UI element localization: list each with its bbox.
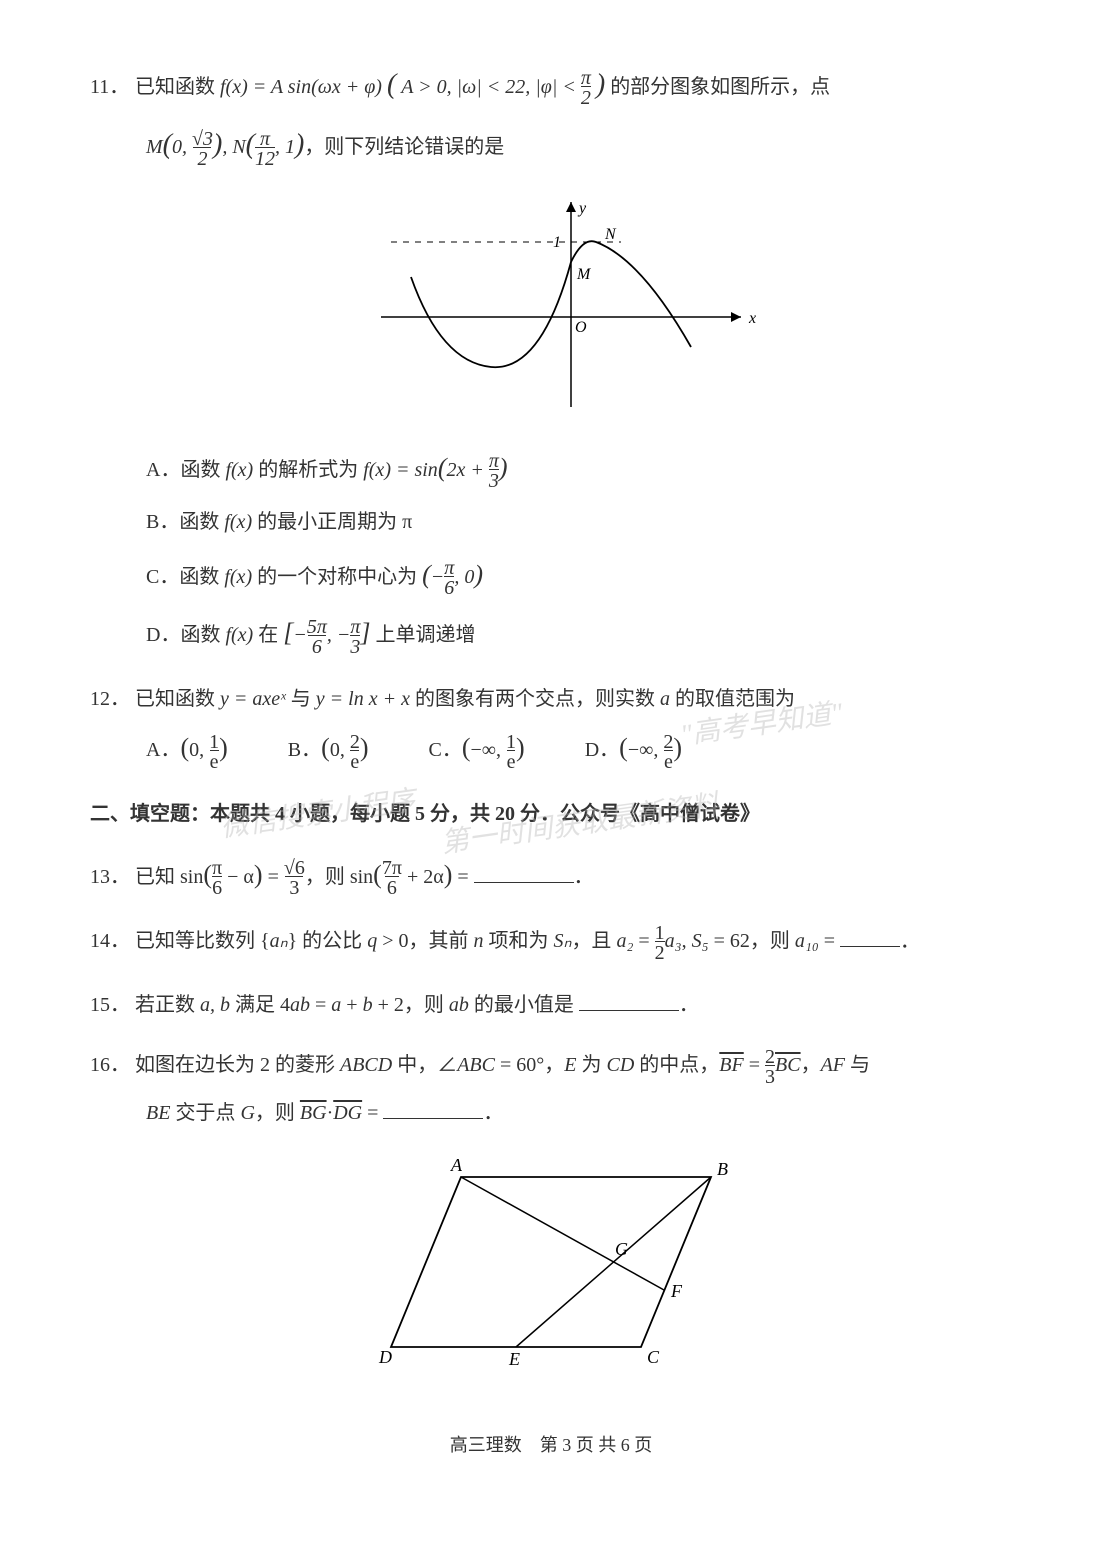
q13-number: 13． (90, 859, 130, 895)
q11-option-b: B．函数 f(x) 的最小正周期为 π (90, 504, 1012, 540)
question-12: 12． 已知函数 y = axeˣ 与 y = ln x + x 的图象有两个交… (90, 681, 1012, 772)
q15-number: 15． (90, 987, 130, 1023)
question-15: 15． 若正数 a, b 满足 4ab = a + b + 2，则 ab 的最小… (90, 987, 1012, 1023)
sine-graph-svg: y x O 1 M N (321, 187, 781, 417)
q14-number: 14． (90, 923, 130, 959)
q11-option-c: C．函数 f(x) 的一个对称中心为 (−π6, 0) (90, 552, 1012, 599)
section-2-header: 二、填空题：本题共 4 小题，每小题 5 分，共 20 分．公众号《高中僧试卷》 (90, 796, 1012, 832)
q16-blank (383, 1095, 483, 1119)
question-14: 14． 已知等比数列 {aₙ} 的公比 q > 0，其前 n 项和为 Sₙ，且 … (90, 923, 1012, 963)
q16-number: 16． (90, 1047, 130, 1083)
svg-text:1: 1 (553, 234, 561, 251)
q12-number: 12． (90, 681, 130, 717)
svg-text:y: y (577, 200, 587, 217)
svg-text:G: G (615, 1239, 628, 1259)
page-footer: 高三理数 第 3 页 共 6 页 (90, 1429, 1012, 1461)
q16-diagram: A B C D E F G (90, 1147, 1012, 1389)
q11-stem-suffix: 的部分图象如图所示，点 (610, 76, 830, 98)
question-16: 16． 如图在边长为 2 的菱形 ABCD 中，∠ABC = 60°，E 为 C… (90, 1047, 1012, 1389)
svg-text:B: B (717, 1159, 728, 1179)
q14-blank (840, 923, 900, 947)
svg-text:N: N (604, 226, 617, 243)
svg-text:M: M (576, 266, 592, 283)
q12-options: A．(0, 1e) B．(0, 2e) C．(−∞, 1e) D．(−∞, 2e… (90, 725, 1012, 772)
q16-stem-1: 如图在边长为 2 的菱形 ABCD 中，∠ABC = 60°，E 为 CD 的中… (135, 1054, 870, 1076)
q12-option-b: B．(0, 2e) (288, 725, 369, 772)
rhombus-diagram-svg: A B C D E F G (351, 1147, 751, 1377)
svg-text:C: C (647, 1347, 660, 1367)
q15-blank (579, 987, 679, 1011)
svg-text:E: E (508, 1349, 520, 1369)
svg-text:x: x (748, 310, 756, 327)
q11-formula: f(x) = A sin(ωx + φ) ( A > 0, |ω| < 22, … (220, 76, 605, 98)
question-11: 11． 已知函数 f(x) = A sin(ωx + φ) ( A > 0, |… (90, 60, 1012, 657)
svg-text:A: A (450, 1155, 463, 1175)
q12-option-d: D．(−∞, 2e) (585, 725, 682, 772)
q11-points-formula: M(0, √32), N(π12, 1) (146, 136, 304, 158)
q16-stem-2: BE 交于点 G，则 BG·DG = ． (90, 1095, 1012, 1131)
q12-option-a: A．(0, 1e) (146, 725, 228, 772)
svg-text:O: O (575, 319, 587, 336)
q12-option-c: C．(−∞, 1e) (428, 725, 524, 772)
q12-stem: 已知函数 y = axeˣ 与 y = ln x + x 的图象有两个交点，则实… (135, 688, 795, 710)
svg-text:D: D (378, 1347, 392, 1367)
q11-graph: y x O 1 M N (90, 187, 1012, 429)
q11-option-d: D．函数 f(x) 在 [−5π6, −π3] 上单调递增 (90, 610, 1012, 657)
question-13: 13． 已知 sin(π6 − α) = √63，则 sin(7π6 + 2α)… (90, 852, 1012, 899)
q13-stem: 已知 sin(π6 − α) = √63，则 sin(7π6 + 2α) = (135, 866, 474, 888)
q11-number: 11． (90, 69, 130, 105)
svg-text:F: F (670, 1281, 683, 1301)
q15-stem: 若正数 a, b 满足 4ab = a + b + 2，则 ab 的最小值是 (135, 994, 574, 1016)
q13-blank (474, 859, 574, 883)
q11-stem: 已知函数 f(x) = A sin(ωx + φ) ( A > 0, |ω| <… (135, 76, 830, 98)
q11-points: M(0, √32), N(π12, 1)，则下列结论错误的是 (90, 120, 1012, 170)
q14-stem: 已知等比数列 {aₙ} 的公比 q > 0，其前 n 项和为 Sₙ，且 a₂ =… (135, 930, 840, 952)
q11-stem-prefix: 已知函数 (135, 76, 220, 98)
q11-option-a: A．函数 f(x) 的解析式为 f(x) = sin(2x + π3) (90, 445, 1012, 492)
